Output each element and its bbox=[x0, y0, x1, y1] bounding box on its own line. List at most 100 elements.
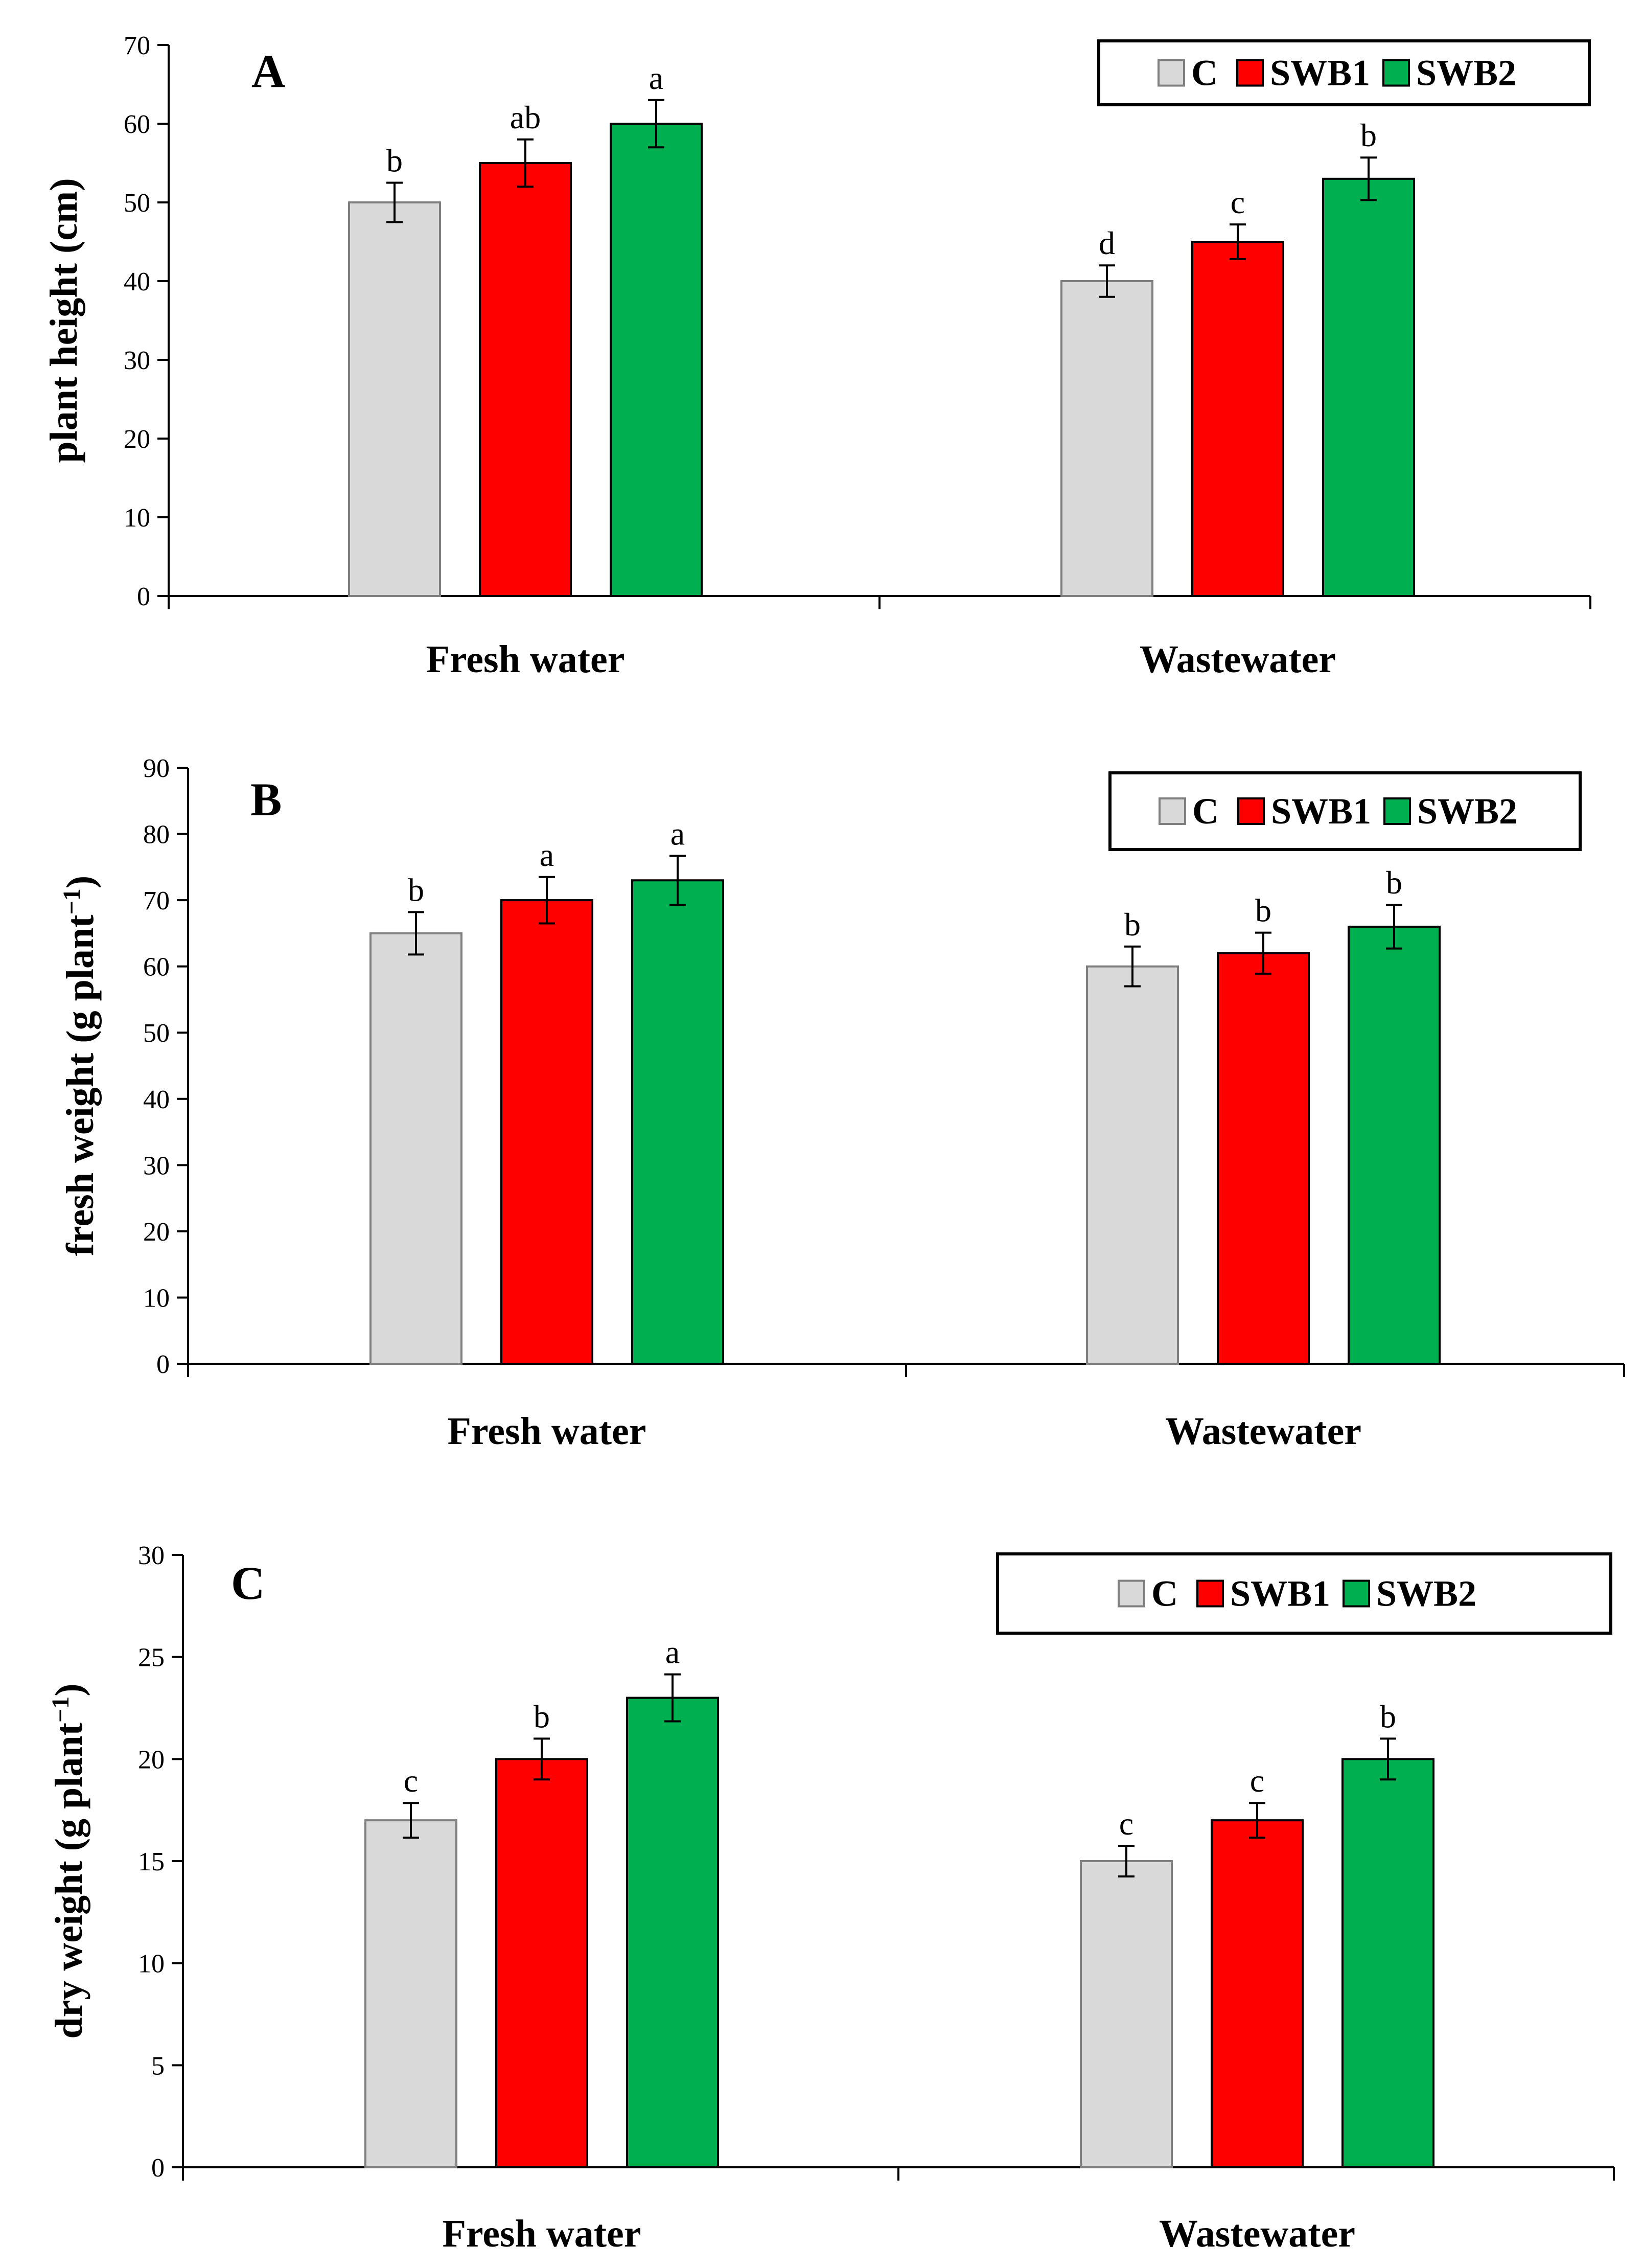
legend-label-swb2: SWB2 bbox=[1416, 53, 1516, 94]
y-tick-label: 60 bbox=[143, 953, 170, 982]
y-axis-title: plant height (cm) bbox=[42, 178, 85, 463]
legend-label-swb2: SWB2 bbox=[1417, 791, 1517, 832]
y-tick-label: 10 bbox=[138, 1950, 165, 1979]
bar-swb2 bbox=[1322, 177, 1415, 597]
x-category-label: Fresh water bbox=[442, 2212, 641, 2255]
y-tick-label: 50 bbox=[124, 189, 150, 218]
y-tick-label: 20 bbox=[138, 1745, 165, 1774]
significance-letter: c bbox=[404, 1762, 418, 1799]
bar-swb2 bbox=[1348, 925, 1441, 1365]
y-tick-label: 90 bbox=[143, 754, 170, 783]
y-tick-label: 30 bbox=[143, 1151, 170, 1180]
y-tick-label: 5 bbox=[151, 2051, 165, 2080]
y-tick-label: 10 bbox=[143, 1284, 170, 1313]
bar-swb1 bbox=[1217, 952, 1310, 1365]
legend-label-swb1: SWB1 bbox=[1230, 1573, 1330, 1614]
y-axis-title-exponent: −1 bbox=[47, 1697, 74, 1723]
y-tick-label: 15 bbox=[138, 1847, 165, 1876]
legend-swatch-swb2 bbox=[1382, 59, 1410, 87]
legend-box bbox=[996, 1552, 1612, 1635]
bar-swb2 bbox=[626, 1697, 719, 2169]
legend-label-swb1: SWB1 bbox=[1270, 53, 1370, 94]
legend-swatch-swb1 bbox=[1196, 1579, 1224, 1608]
y-axis-title-main: fresh weight (g plant bbox=[59, 914, 102, 1256]
significance-letter: ab bbox=[510, 99, 541, 135]
significance-letter: b bbox=[1255, 892, 1271, 929]
bar-swb2 bbox=[1341, 1758, 1434, 2168]
significance-letter: a bbox=[649, 60, 663, 96]
legend-swatch-c bbox=[1118, 1579, 1145, 1608]
significance-letter: c bbox=[1250, 1762, 1264, 1799]
bar-swb1 bbox=[1211, 1819, 1304, 2168]
legend: C SWB1 SWB2 bbox=[996, 1552, 1612, 1635]
y-axis-title: fresh weight (g plant−1) bbox=[58, 876, 102, 1256]
legend-label-c: C bbox=[1191, 53, 1218, 94]
y-axis-title-exponent: −1 bbox=[58, 888, 85, 914]
significance-letter: a bbox=[540, 837, 554, 873]
significance-letter: b bbox=[1124, 906, 1141, 943]
bar-c bbox=[1060, 280, 1153, 597]
significance-letter: b bbox=[408, 872, 424, 908]
legend-label-c: C bbox=[1192, 791, 1219, 832]
significance-letter: c bbox=[1119, 1805, 1133, 1842]
y-axis-title-close: ) bbox=[59, 876, 102, 888]
chart-panel-a: 0 10 20 30 40 50 60 70 Fresh water Wastewater plan… bbox=[42, 31, 1591, 681]
y-tick-label: 80 bbox=[143, 820, 170, 850]
y-tick-label: 0 bbox=[151, 2154, 165, 2183]
bar-c bbox=[1086, 965, 1179, 1365]
bar-swb1 bbox=[495, 1758, 588, 2168]
legend-swatch-c bbox=[1158, 59, 1185, 87]
y-axis-title-close: ) bbox=[48, 1683, 90, 1696]
legend-box bbox=[1108, 771, 1582, 851]
y-tick-label: 60 bbox=[124, 110, 150, 139]
y-tick-label: 40 bbox=[124, 267, 150, 296]
legend-swatch-swb2 bbox=[1383, 797, 1411, 825]
x-category-label: Wastewater bbox=[1159, 2212, 1355, 2255]
legend-label-swb1: SWB1 bbox=[1271, 791, 1371, 832]
significance-letter: b bbox=[534, 1698, 550, 1734]
y-tick-label: 30 bbox=[138, 1541, 165, 1570]
significance-letter: b bbox=[1380, 1698, 1396, 1734]
legend-swatch-swb2 bbox=[1343, 1579, 1370, 1608]
bar-c bbox=[369, 932, 462, 1365]
x-category-label: Wastewater bbox=[1140, 638, 1336, 681]
legend-swatch-swb1 bbox=[1237, 797, 1265, 825]
legend: C SWB1 SWB2 bbox=[1108, 771, 1582, 851]
legend-swatch-c bbox=[1159, 797, 1186, 825]
significance-letter: b bbox=[1386, 864, 1402, 901]
x-category-label: Fresh water bbox=[447, 1410, 646, 1453]
legend-label-swb2: SWB2 bbox=[1376, 1573, 1476, 1614]
significance-letter: a bbox=[670, 815, 685, 852]
y-tick-label: 20 bbox=[143, 1218, 170, 1247]
y-axis-title: dry weight (g plant−1) bbox=[47, 1683, 91, 2038]
bar-swb1 bbox=[500, 899, 593, 1365]
y-tick-label: 30 bbox=[124, 346, 150, 375]
bar-c bbox=[1080, 1860, 1173, 2168]
panel-label: B bbox=[250, 773, 282, 826]
y-tick-label: 20 bbox=[124, 425, 150, 454]
bar-swb1 bbox=[1191, 241, 1284, 597]
significance-letter: b bbox=[386, 143, 403, 179]
y-tick-label: 25 bbox=[138, 1643, 165, 1673]
bar-c bbox=[364, 1819, 457, 2168]
y-tick-label: 0 bbox=[156, 1350, 170, 1379]
y-tick-label: 10 bbox=[124, 503, 150, 533]
y-tick-label: 0 bbox=[137, 582, 150, 611]
y-tick-label: 70 bbox=[143, 886, 170, 915]
legend: C SWB1 SWB2 bbox=[1097, 39, 1591, 106]
legend-swatch-swb1 bbox=[1236, 59, 1264, 87]
bar-c bbox=[348, 201, 441, 597]
chart-panel-b: 0 10 20 30 40 50 60 70 80 90 Fresh water Wastewater… bbox=[58, 754, 1625, 1453]
significance-letter: d bbox=[1099, 225, 1115, 261]
bar-swb1 bbox=[479, 162, 572, 597]
panel-label: C bbox=[231, 1557, 265, 1609]
panel-label: A bbox=[251, 45, 285, 97]
y-axis-title-main: dry weight (g plant bbox=[48, 1723, 90, 2039]
significance-letter: a bbox=[665, 1634, 680, 1670]
y-tick-label: 70 bbox=[124, 31, 150, 60]
bar-swb2 bbox=[610, 123, 703, 597]
chart-panel-c: 0 5 10 15 20 25 30 Fresh water Wastewater dry wei… bbox=[47, 1541, 1615, 2255]
y-tick-label: 40 bbox=[143, 1085, 170, 1114]
x-category-label: Fresh water bbox=[426, 638, 624, 681]
